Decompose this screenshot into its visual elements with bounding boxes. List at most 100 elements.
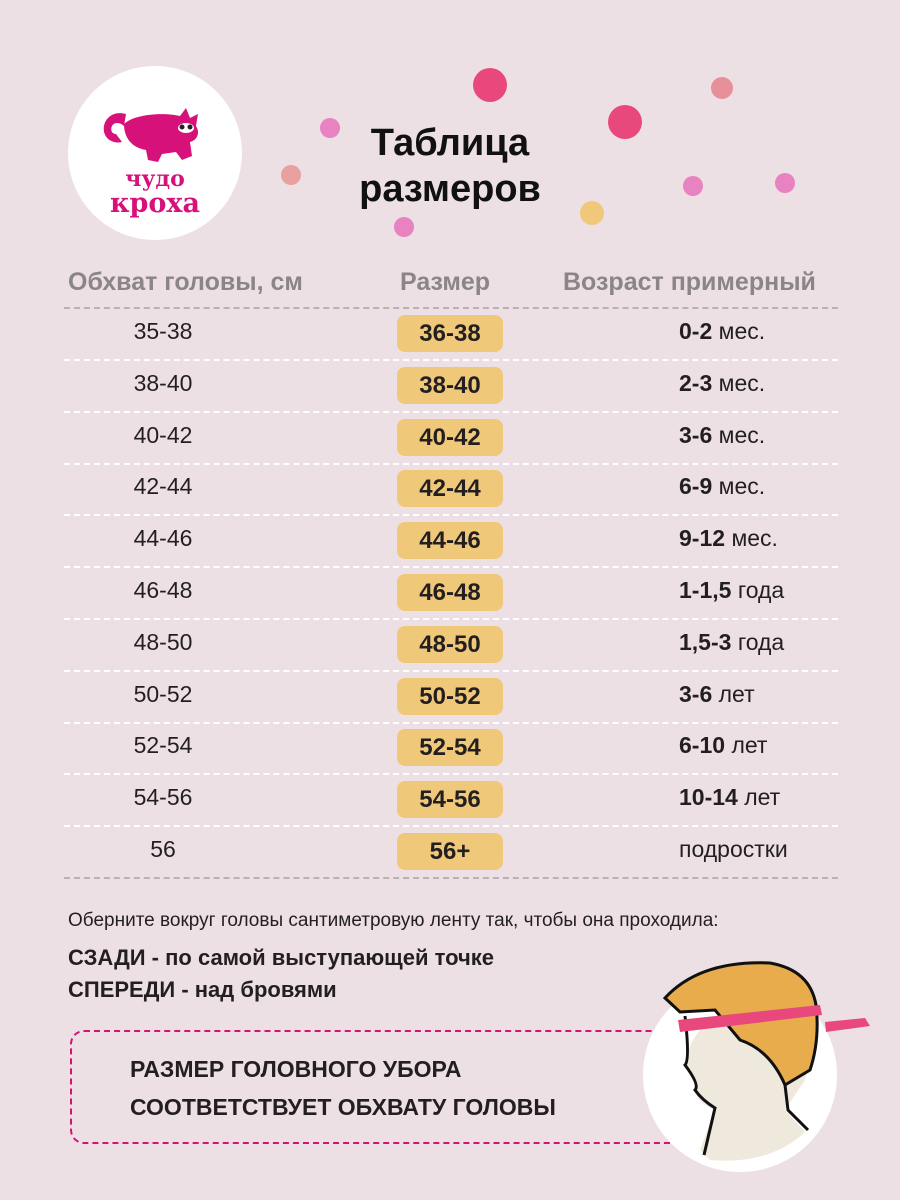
girth-cell: 54-56	[133, 784, 193, 811]
age-unit: года	[737, 577, 785, 603]
note-line1: РАЗМЕР ГОЛОВНОГО УБОРА	[130, 1056, 462, 1082]
age-range: 6-9	[679, 473, 713, 500]
decor-dot	[281, 165, 301, 185]
age-unit: подростки	[679, 836, 788, 862]
raccoon-icon	[103, 108, 198, 162]
table-row: 40-42 40-42 3-6 мес.	[0, 412, 900, 464]
age-cell: 9-12 мес.	[679, 525, 778, 552]
girth-cell: 46-48	[133, 577, 193, 603]
age-unit: мес.	[718, 318, 766, 344]
decor-dot	[683, 176, 703, 196]
girth-cell: 44-46	[133, 525, 193, 552]
age-cell: 10-14 лет	[679, 784, 780, 811]
age-cell: 2-3 мес.	[679, 370, 765, 397]
instruction-back: СЗАДИ - по самой выступающей точке	[68, 945, 495, 970]
age-range: 1,5-3	[679, 628, 732, 655]
table-row: 38-40 38-40 2-3 мес.	[0, 360, 900, 412]
row-divider	[64, 359, 838, 361]
table-row: 46-48 46-48 1-1,5 года	[0, 567, 900, 619]
row-divider	[64, 721, 838, 724]
decor-dot	[394, 217, 414, 237]
row-divider	[64, 462, 838, 465]
size-badge: 46-48	[397, 574, 503, 611]
size-badge: 48-50	[397, 625, 503, 663]
girth-cell: 40-42	[133, 421, 193, 448]
size-badge: 56+	[397, 833, 503, 870]
age-cell: 3-6 мес.	[679, 422, 765, 449]
age-range: 2-3	[679, 369, 713, 396]
header-age: Возраст примерный	[563, 268, 816, 296]
age-unit: лет	[718, 680, 755, 707]
decor-dot	[580, 201, 604, 225]
table-row: 52-54 52-54 6-10 лет	[0, 722, 900, 774]
table-row: 48-50 48-50 1,5-3 года	[0, 619, 900, 671]
note-text: РАЗМЕР ГОЛОВНОГО УБОРА СООТВЕТСТВУЕТ ОБХ…	[130, 1050, 556, 1126]
brand-name-line1: чудо	[125, 166, 185, 192]
instruction-intro: Оберните вокруг головы сантиметровую лен…	[68, 910, 719, 931]
decor-dot	[320, 118, 340, 138]
header-girth: Обхват головы, см	[68, 268, 303, 296]
girth-cell: 50-52	[133, 680, 193, 707]
head-measurement-illustration	[643, 961, 870, 1172]
age-range: 9-12	[679, 525, 726, 552]
age-cell: 6-9 мес.	[679, 473, 765, 500]
girth-cell: 56	[150, 836, 176, 862]
table-row: 35-38 36-38 0-2 мес.	[0, 308, 900, 360]
age-cell: 6-10 лет	[679, 732, 767, 759]
age-range: 6-10	[679, 732, 726, 759]
age-cell: 0-2 мес.	[679, 318, 765, 345]
brand-logo: чудо кроха	[68, 66, 242, 240]
table-row: 44-46 44-46 9-12 мес.	[0, 515, 900, 567]
page-title: Таблица размеров	[320, 120, 580, 212]
row-divider	[64, 514, 838, 517]
brand-name-line2: кроха	[110, 188, 200, 219]
size-badge: 44-46	[397, 522, 503, 560]
table-row: 56 56+ подростки	[0, 826, 900, 878]
table-row: 42-44 42-44 6-9 мес.	[0, 463, 900, 515]
header-divider	[64, 307, 838, 309]
age-unit: мес.	[731, 525, 778, 552]
decor-dot	[775, 173, 795, 193]
size-badge: 36-38	[397, 315, 503, 352]
table-row: 54-56 54-56 10-14 лет	[0, 774, 900, 826]
age-cell: 1-1,5 года	[679, 577, 784, 604]
row-divider	[64, 618, 838, 620]
age-unit: мес.	[718, 369, 766, 396]
age-range: 3-6	[679, 421, 713, 448]
age-cell: 1,5-3 года	[679, 629, 784, 656]
decor-dot	[608, 105, 642, 139]
row-divider	[64, 773, 838, 776]
age-range: 10-14	[679, 784, 738, 811]
age-range: 1-1,5	[679, 577, 732, 603]
header-size: Размер	[400, 268, 491, 296]
girth-cell: 42-44	[133, 473, 193, 500]
age-cell: подростки	[679, 836, 788, 863]
size-badge: 40-42	[397, 418, 503, 456]
age-range: 0-2	[679, 318, 713, 344]
decor-dot	[711, 77, 733, 99]
girth-cell: 48-50	[133, 628, 193, 655]
row-divider	[64, 669, 838, 672]
title-line2: размеров	[359, 168, 541, 210]
girth-cell: 35-38	[133, 318, 193, 344]
row-divider	[64, 825, 838, 828]
table-row: 50-52 50-52 3-6 лет	[0, 671, 900, 723]
decor-dot	[473, 68, 507, 102]
instruction-front: СПЕРЕДИ - над бровями	[68, 977, 337, 1002]
age-unit: мес.	[718, 421, 766, 448]
size-badge: 54-56	[397, 781, 503, 819]
age-unit: лет	[731, 732, 768, 759]
size-badge: 50-52	[397, 677, 503, 715]
girth-cell: 38-40	[133, 369, 193, 396]
row-divider	[64, 877, 838, 879]
size-badge: 42-44	[397, 470, 503, 508]
size-badge: 52-54	[397, 729, 503, 767]
row-divider	[64, 566, 838, 569]
age-unit: года	[737, 628, 785, 655]
girth-cell: 52-54	[133, 732, 193, 759]
note-line2: СООТВЕТСТВУЕТ ОБХВАТУ ГОЛОВЫ	[130, 1094, 556, 1120]
age-cell: 3-6 лет	[679, 681, 755, 708]
row-divider	[64, 410, 838, 413]
title-line1: Таблица	[370, 122, 530, 164]
